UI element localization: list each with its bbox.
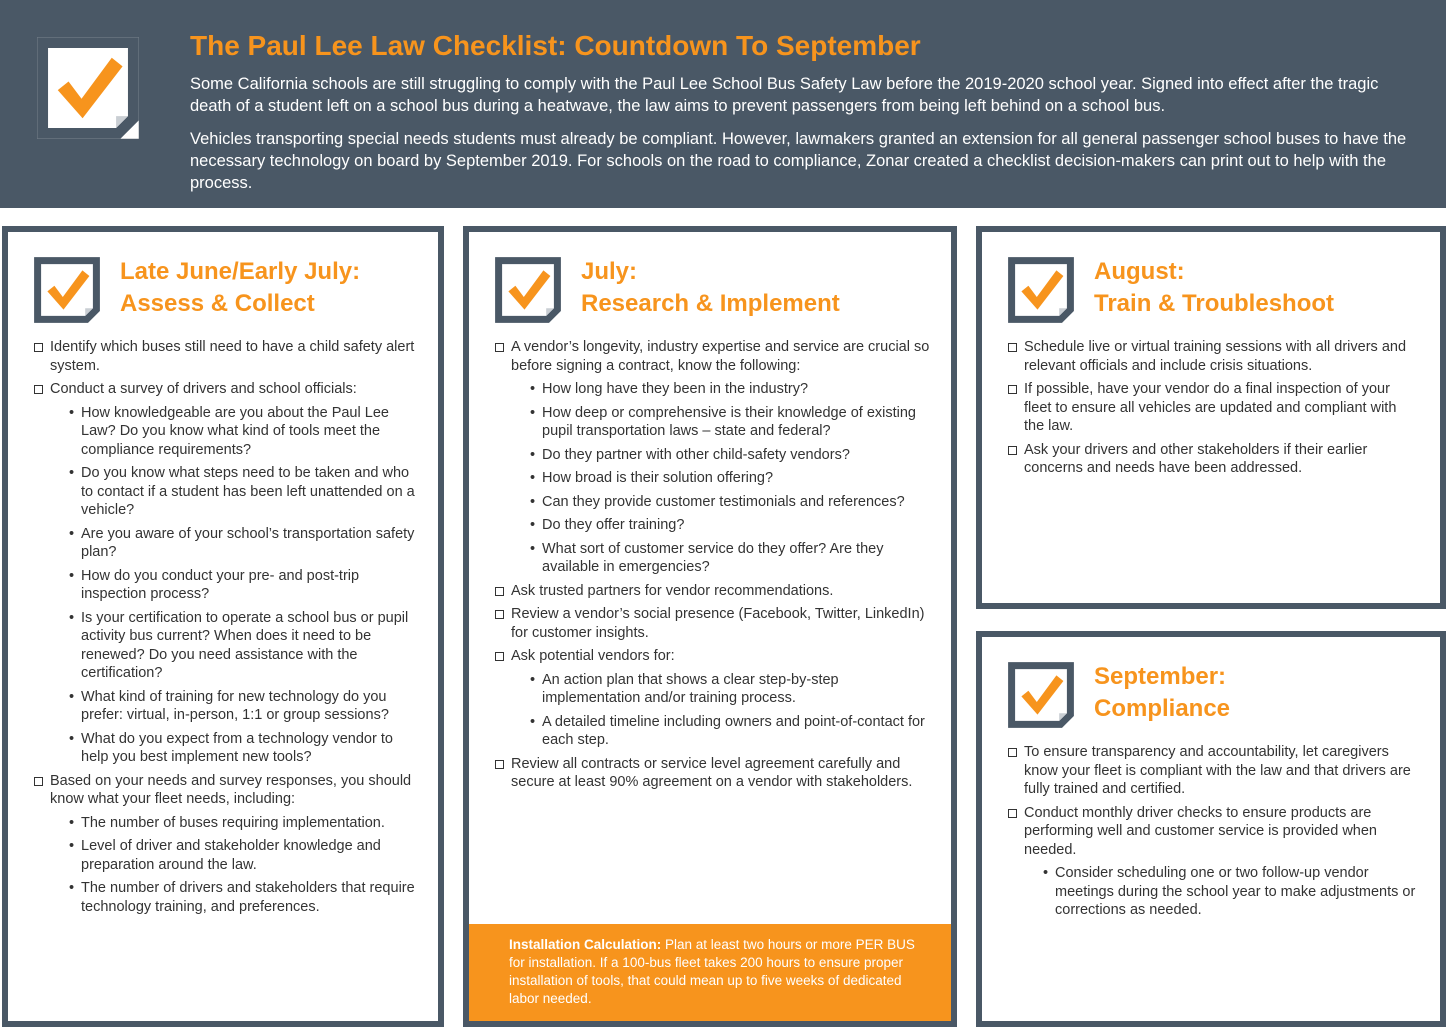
check-icon-graphic — [495, 257, 561, 323]
item-text: Schedule live or virtual training sessio… — [1024, 339, 1407, 374]
panel-title-line: Late June/Early July: — [120, 258, 361, 285]
sub-item: Do they partner with other child-safety … — [511, 446, 931, 465]
item-text: A vendor’s longevity, industry expertise… — [511, 339, 930, 374]
check-icon-graphic — [1008, 662, 1074, 728]
checklist: To ensure transparency and accountabilit… — [1006, 743, 1420, 925]
checklist: Schedule live or virtual training sessio… — [1006, 338, 1420, 483]
panel-title-line: Research & Implement — [581, 290, 840, 317]
checklist-item: Conduct monthly driver checks to ensure … — [1006, 804, 1420, 920]
panel-title-line: Assess & Collect — [120, 290, 315, 317]
checklist-item: If possible, have your vendor do a final… — [1006, 380, 1420, 436]
checklist-item: Identify which buses still need to have … — [32, 338, 418, 375]
check-icon-graphic — [34, 257, 100, 323]
sub-item: An action plan that shows a clear step-b… — [511, 671, 931, 708]
sub-item: Do they offer training? — [511, 516, 931, 535]
sub-item: Do you know what steps need to be taken … — [50, 464, 418, 520]
check-icon-graphic — [1008, 257, 1074, 323]
checklist-item: Based on your needs and survey responses… — [32, 772, 418, 917]
header-title: The Paul Lee Law Checklist: Countdown To… — [190, 30, 921, 61]
sub-item: Can they provide customer testimonials a… — [511, 493, 931, 512]
callout-label: Installation Calculation: — [509, 937, 662, 952]
intro-paragraph: Vehicles transporting special needs stud… — [190, 130, 1407, 192]
header: The Paul Lee Law Checklist: Countdown To… — [0, 0, 1446, 208]
check-icon — [1006, 660, 1076, 735]
panel: July: Research & Implement A vendor’s long… — [463, 226, 957, 1027]
sub-item: What sort of customer service do they of… — [511, 540, 931, 577]
sub-item: Level of driver and stakeholder knowledg… — [50, 837, 418, 874]
check-icon — [493, 255, 563, 330]
sub-item: What kind of training for new technology… — [50, 688, 418, 725]
item-text: Conduct a survey of drivers and school o… — [50, 381, 357, 397]
panel-title-line: Train & Troubleshoot — [1094, 290, 1335, 317]
sub-item: A detailed timeline including owners and… — [511, 713, 931, 750]
item-text: If possible, have your vendor do a final… — [1024, 381, 1397, 434]
checklist-item: Ask potential vendors for: An action plan… — [493, 647, 931, 750]
checklist-item: A vendor’s longevity, industry expertise… — [493, 338, 931, 577]
sub-item: The number of buses requiring implementa… — [50, 814, 418, 833]
sub-item: Is your certification to operate a schoo… — [50, 609, 418, 683]
check-icon-graphic — [37, 37, 139, 139]
panel-title-line: July: — [581, 258, 638, 285]
item-text: Conduct monthly driver checks to ensure … — [1024, 804, 1377, 858]
checklist-item: Conduct a survey of drivers and school o… — [32, 380, 418, 767]
panel-title: September: Compliance — [1094, 661, 1230, 725]
check-icon — [32, 255, 102, 330]
item-text: Based on your needs and survey responses… — [50, 772, 412, 808]
sub-item: How deep or comprehensive is their knowl… — [511, 404, 931, 441]
checklist-item: To ensure transparency and accountabilit… — [1006, 743, 1420, 799]
panel-title: Late June/Early July: Assess & Collect — [120, 256, 360, 320]
checklist-item: Ask trusted partners for vendor recommen… — [493, 582, 931, 601]
panel-title-line: September: — [1094, 663, 1227, 690]
panel-title-line: August: — [1094, 258, 1185, 285]
sub-item: How knowledgeable are you about the Paul… — [50, 404, 418, 460]
sub-item: How do you conduct your pre- and post-tr… — [50, 567, 418, 604]
sub-item: What do you expect from a technology ven… — [50, 730, 418, 767]
intro-paragraph: Some California schools are still strugg… — [190, 75, 1379, 115]
panel-title-line: Compliance — [1094, 695, 1231, 722]
callout-text: Plan at least two hours or more PER BUS … — [509, 937, 915, 1006]
item-text: Identify which buses still need to have … — [50, 339, 415, 374]
panel-title: July: Research & Implement — [581, 256, 840, 320]
panel: August: Train & Troubleshoot Schedule live… — [976, 226, 1446, 609]
sub-item: Consider scheduling one or two follow-up… — [1024, 864, 1420, 920]
panel: September: Compliance To ensure transparen… — [976, 631, 1446, 1027]
checklist-item: Schedule live or virtual training sessio… — [1006, 338, 1420, 375]
checklist: Identify which buses still need to have … — [32, 338, 418, 921]
panel-title: August: Train & Troubleshoot — [1094, 256, 1334, 320]
item-text: Ask potential vendors for: — [511, 648, 675, 664]
item-text: To ensure transparency and accountabilit… — [1024, 744, 1411, 797]
item-text: Ask trusted partners for vendor recommen… — [511, 582, 834, 599]
check-icon — [34, 34, 142, 147]
sub-item: How broad is their solution offering? — [511, 469, 931, 488]
item-text: Review all contracts or service level ag… — [511, 755, 913, 791]
check-icon — [1006, 255, 1076, 330]
sub-item: The number of drivers and stakeholders t… — [50, 879, 418, 916]
checklist-item: Review a vendor’s social presence (Faceb… — [493, 605, 931, 642]
panel: Late June/Early July: Assess & Collect Ide… — [2, 226, 444, 1027]
checklist-item: Review all contracts or service level ag… — [493, 755, 931, 792]
sub-item: How long have they been in the industry? — [511, 380, 931, 399]
sub-item: Are you aware of your school’s transport… — [50, 525, 418, 562]
item-text: Ask your drivers and other stakeholders … — [1024, 441, 1368, 477]
checklist: A vendor’s longevity, industry expertise… — [493, 338, 931, 797]
callout: Installation Calculation: Plan at least … — [469, 924, 951, 1021]
checklist-item: Ask your drivers and other stakeholders … — [1006, 441, 1420, 478]
item-text: Review a vendor’s social presence (Faceb… — [511, 606, 925, 641]
